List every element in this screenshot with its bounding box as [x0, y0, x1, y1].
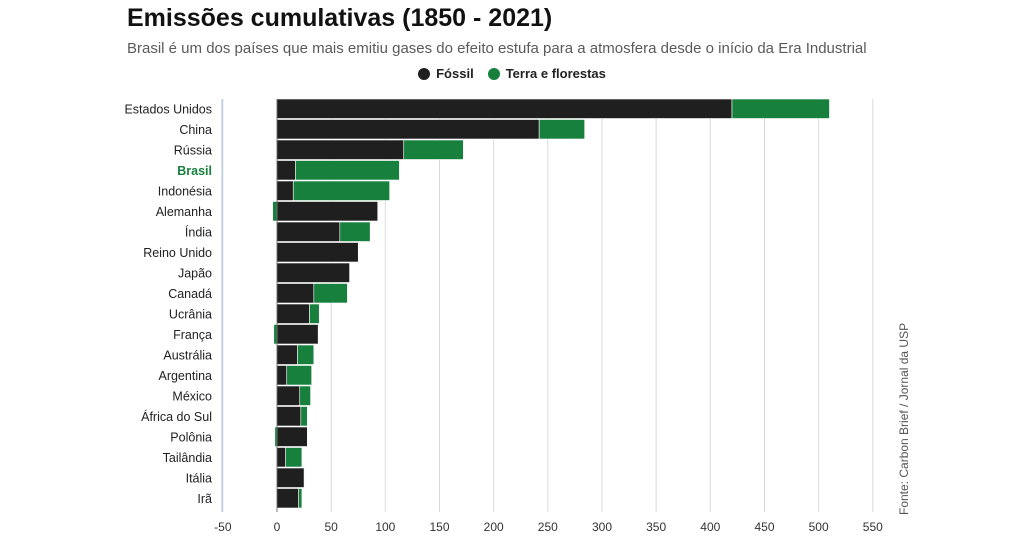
- x-tick-label: 400: [700, 520, 720, 534]
- x-tick-label: 100: [375, 520, 395, 534]
- category-label: Alemanha: [156, 205, 212, 219]
- bar-fossil: [276, 221, 341, 242]
- bar-fossil: [276, 467, 305, 488]
- bar-fossil: [276, 180, 294, 201]
- x-tick-label: -50: [214, 520, 232, 534]
- bar-fossil: [276, 201, 379, 222]
- source-note: Fonte: Carbon Brief / Jornal da USP: [897, 322, 911, 515]
- bar-land: [273, 324, 278, 345]
- bar-land: [309, 303, 320, 324]
- category-label: Rússia: [174, 143, 212, 157]
- bar-fossil: [276, 385, 301, 406]
- category-label: Japão: [178, 266, 212, 280]
- legend-swatch-fossil: [418, 67, 431, 80]
- bar-fossil: [276, 139, 405, 160]
- x-tick-label: 350: [646, 520, 666, 534]
- bar-land: [298, 488, 303, 509]
- category-label: Estados Unidos: [124, 102, 212, 116]
- category-label: México: [172, 389, 212, 403]
- category-label: Itália: [186, 471, 212, 485]
- bar-land: [538, 119, 585, 140]
- bar-land: [292, 180, 390, 201]
- bar-land: [731, 98, 830, 119]
- bar-fossil: [276, 119, 540, 140]
- x-tick-label: 200: [484, 520, 504, 534]
- chart-legend: Fóssil Terra e florestas: [0, 66, 1024, 81]
- legend-label-fossil: Fóssil: [436, 66, 474, 81]
- x-tick-label: 250: [538, 520, 558, 534]
- x-tick-label: 500: [809, 520, 829, 534]
- x-tick-label: 150: [429, 520, 449, 534]
- x-tick-label: 450: [754, 520, 774, 534]
- x-tick-label: 0: [274, 520, 281, 534]
- bar-fossil: [276, 160, 296, 181]
- x-tick-label: 50: [324, 520, 338, 534]
- legend-swatch-land: [487, 67, 500, 80]
- bar-fossil: [276, 262, 350, 283]
- category-label: Argentina: [158, 369, 212, 383]
- bar-fossil: [276, 365, 288, 386]
- bar-fossil: [276, 324, 319, 345]
- bar-fossil: [276, 98, 733, 119]
- category-label: Austrália: [163, 348, 212, 362]
- bar-land: [339, 221, 371, 242]
- chart-title: Emissões cumulativas (1850 - 2021): [127, 4, 553, 32]
- bar-fossil: [276, 242, 359, 263]
- bar-land: [313, 283, 348, 304]
- bar-fossil: [276, 344, 298, 365]
- chart-subtitle: Brasil é um dos países que mais emitiu g…: [127, 40, 867, 57]
- category-label: Irã: [197, 492, 212, 506]
- legend-item-land: Terra e florestas: [487, 66, 606, 81]
- category-label: África do Sul: [141, 409, 212, 424]
- bar-fossil: [276, 283, 315, 304]
- bar-land: [299, 385, 311, 406]
- category-label: Brasil: [177, 164, 212, 178]
- legend-item-fossil: Fóssil: [418, 66, 474, 81]
- category-label: Canadá: [168, 287, 212, 301]
- category-label: Reino Unido: [143, 246, 212, 260]
- bar-fossil: [276, 488, 299, 509]
- bar-land: [285, 447, 303, 468]
- bar-land: [295, 160, 400, 181]
- category-label: Tailândia: [163, 451, 212, 465]
- category-label: França: [173, 328, 212, 342]
- category-label: China: [179, 123, 212, 137]
- bar-land: [272, 201, 278, 222]
- category-label: Ucrânia: [169, 307, 212, 321]
- x-tick-label: 550: [863, 520, 883, 534]
- bar-fossil: [276, 447, 286, 468]
- bar-fossil: [276, 303, 310, 324]
- legend-label-land: Terra e florestas: [505, 66, 606, 81]
- bar-fossil: [276, 406, 302, 427]
- category-label: Polônia: [170, 430, 212, 444]
- category-label: Indonésia: [158, 184, 212, 198]
- bar-land: [286, 365, 312, 386]
- bar-fossil: [276, 426, 308, 447]
- bar-land: [403, 139, 464, 160]
- bar-land: [297, 344, 315, 365]
- category-label: Índia: [185, 224, 212, 239]
- x-tick-label: 300: [592, 520, 612, 534]
- bar-land: [300, 406, 308, 427]
